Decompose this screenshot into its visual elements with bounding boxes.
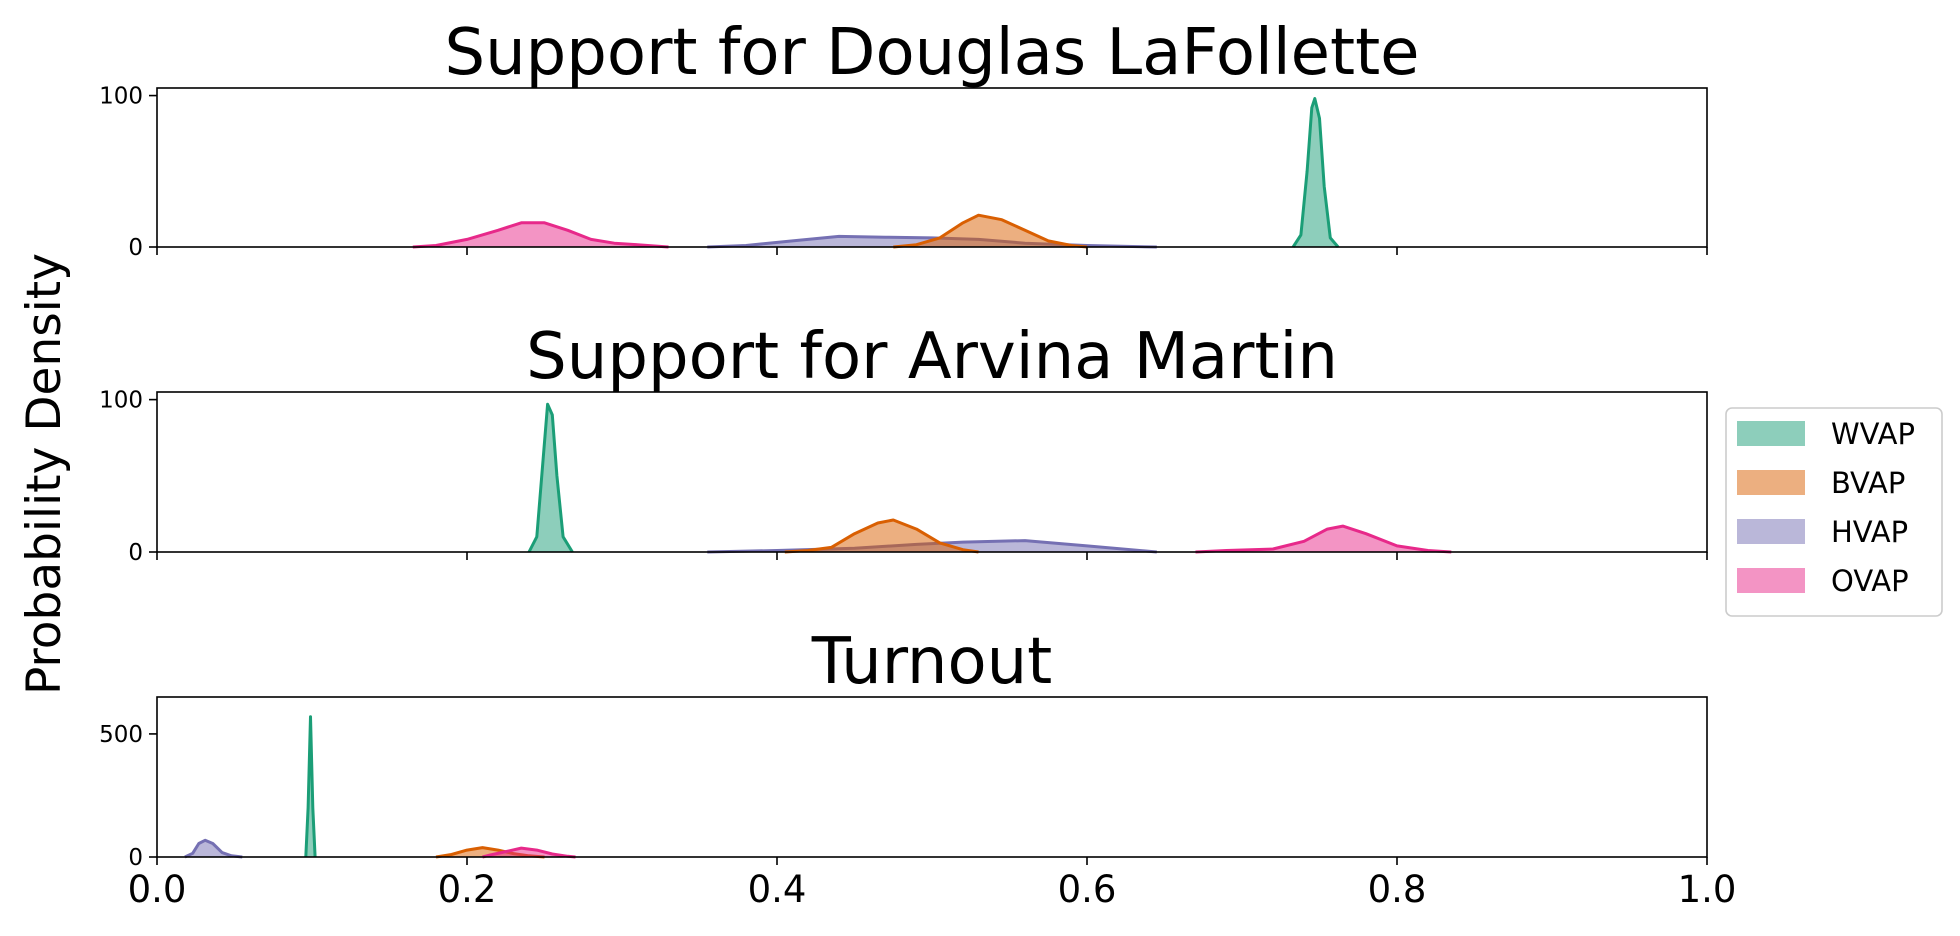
density-line-bvap [784, 518, 979, 554]
panel-3: Turnout 0 500 0.0 0.2 0.4 0.6 0.8 1.0 [99, 625, 1736, 911]
density-line-bvap [893, 213, 1088, 249]
y-axis-label: Probability Density [17, 253, 72, 695]
y-tick-label: 100 [99, 84, 143, 110]
legend-frame [1725, 407, 1943, 617]
legend-swatch-bvap [1737, 470, 1805, 495]
x-tick-label: 0.0 [128, 868, 187, 911]
legend-label-ovap: OVAP [1831, 564, 1909, 598]
legend-label-hvap: HVAP [1831, 515, 1908, 549]
x-tick-label: 1.0 [1678, 868, 1737, 911]
density-line-wvap [304, 715, 317, 858]
panel-title: Support for Arvina Martin [526, 320, 1338, 394]
panel-1: Support for Douglas LaFollette 0 100 [99, 16, 1708, 261]
x-tick-label: 0.4 [748, 868, 807, 911]
density-area-bvap [893, 215, 1087, 247]
density-line-ovap [412, 221, 669, 249]
density-area-ovap [412, 222, 669, 247]
density-line-hvap [184, 838, 243, 859]
chart-panels: Support for Douglas LaFollette0100Suppor… [99, 16, 1736, 911]
panel-title: Support for Douglas LaFollette [444, 16, 1419, 90]
density-line-ovap [1195, 524, 1452, 554]
panel-title: Turnout [811, 625, 1053, 699]
x-tick-label: 0.2 [438, 868, 497, 911]
axes-frame [156, 696, 1708, 858]
density-line-wvap [1291, 97, 1340, 248]
y-tick-label: 100 [99, 388, 143, 414]
axes-frame [156, 87, 1708, 248]
legend-swatch-ovap [1737, 568, 1805, 593]
y-tick-label: 0 [128, 235, 143, 261]
axes-frame [156, 391, 1708, 553]
x-tick-label: 0.8 [1368, 868, 1427, 911]
legend-swatch-wvap [1737, 421, 1805, 446]
density-area-wvap [1293, 98, 1339, 247]
density-line-ovap [482, 846, 576, 859]
x-tick-label: 0.6 [1058, 868, 1117, 911]
density-area-ovap [1195, 526, 1452, 552]
density-area-bvap [784, 520, 979, 552]
panel-2: Support for Arvina Martin 0 100 [99, 320, 1708, 566]
density-line-wvap [527, 402, 574, 553]
legend: WVAP BVAP HVAP OVAP [1725, 407, 1943, 617]
legend-label-wvap: WVAP [1831, 417, 1915, 451]
density-area-wvap [529, 404, 573, 552]
y-tick-label: 0 [128, 845, 143, 871]
legend-label-bvap: BVAP [1831, 466, 1905, 500]
y-tick-label: 500 [99, 722, 143, 748]
y-tick-label: 0 [128, 540, 143, 566]
legend-swatch-hvap [1737, 519, 1805, 544]
